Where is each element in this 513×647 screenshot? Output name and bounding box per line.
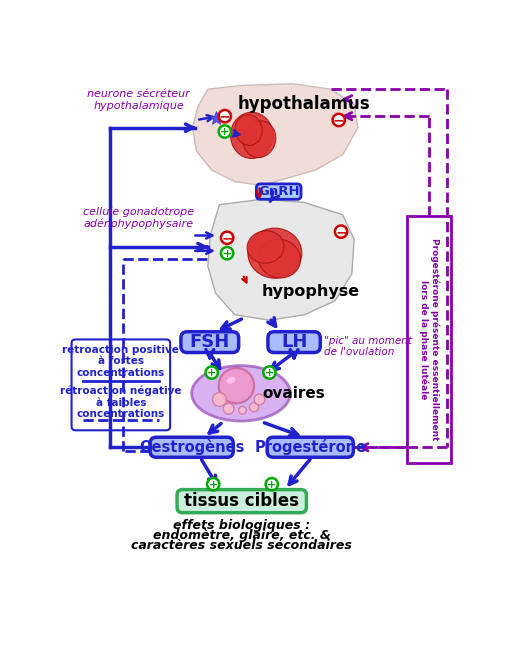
Text: rétroaction négative
à faibles
concentrations: rétroaction négative à faibles concentra…	[60, 386, 182, 419]
Ellipse shape	[243, 121, 276, 158]
Circle shape	[332, 114, 345, 126]
FancyBboxPatch shape	[72, 340, 170, 430]
Circle shape	[212, 393, 226, 406]
FancyBboxPatch shape	[268, 332, 320, 353]
Circle shape	[263, 366, 275, 378]
FancyBboxPatch shape	[150, 437, 233, 457]
Text: +: +	[265, 368, 274, 378]
Text: tissus cibles: tissus cibles	[184, 492, 299, 510]
Text: +: +	[220, 127, 229, 137]
Polygon shape	[192, 84, 358, 186]
Text: rétroaction positive
à fortes
concentrations: rétroaction positive à fortes concentrat…	[63, 344, 179, 378]
Circle shape	[219, 110, 231, 122]
Circle shape	[223, 403, 234, 414]
Circle shape	[221, 232, 233, 244]
Circle shape	[221, 247, 233, 259]
Ellipse shape	[259, 239, 301, 278]
Text: Oestrogènes: Oestrogènes	[139, 439, 244, 455]
Ellipse shape	[227, 377, 235, 384]
FancyBboxPatch shape	[267, 437, 353, 457]
Text: +: +	[223, 248, 232, 259]
Ellipse shape	[247, 231, 284, 263]
Ellipse shape	[230, 113, 273, 159]
Circle shape	[219, 368, 254, 403]
FancyBboxPatch shape	[256, 184, 301, 199]
Text: Progestérone présente essentiellement
lors de la phase lutéale: Progestérone présente essentiellement lo…	[419, 238, 439, 441]
Text: Progestérone: Progestérone	[254, 439, 366, 455]
Text: +: +	[267, 479, 277, 490]
Circle shape	[219, 126, 231, 138]
FancyBboxPatch shape	[406, 216, 451, 463]
Circle shape	[254, 394, 265, 405]
Polygon shape	[208, 199, 354, 320]
Text: endomètre, glaire, etc. &: endomètre, glaire, etc. &	[153, 529, 330, 542]
Text: "pic" au moment
de l'ovulation: "pic" au moment de l'ovulation	[324, 336, 412, 357]
Text: effets biologiques :: effets biologiques :	[173, 519, 310, 532]
Text: FSH: FSH	[190, 333, 230, 351]
FancyBboxPatch shape	[177, 490, 306, 512]
Text: LH: LH	[281, 333, 307, 351]
Circle shape	[249, 402, 259, 412]
Text: hypophyse: hypophyse	[261, 284, 359, 299]
Text: hypothalamus: hypothalamus	[238, 94, 370, 113]
Ellipse shape	[192, 366, 290, 421]
Text: caractères sexuels secondaires: caractères sexuels secondaires	[131, 539, 352, 552]
Text: GnRH: GnRH	[258, 185, 300, 198]
Text: −: −	[333, 113, 345, 127]
Text: ovaires: ovaires	[263, 386, 325, 401]
Ellipse shape	[248, 228, 302, 278]
Circle shape	[207, 478, 220, 490]
Ellipse shape	[235, 115, 262, 146]
Text: −: −	[221, 231, 233, 245]
Circle shape	[266, 478, 278, 490]
Text: +: +	[207, 368, 216, 378]
Circle shape	[206, 366, 218, 378]
FancyBboxPatch shape	[181, 332, 239, 353]
Text: neurone sécréteur
hypothalamique: neurone sécréteur hypothalamique	[87, 89, 190, 111]
Text: +: +	[209, 479, 218, 490]
Text: cellule gonadotrope
adénohypophysaire: cellule gonadotrope adénohypophysaire	[83, 207, 194, 229]
Text: −: −	[336, 225, 347, 239]
Circle shape	[239, 406, 246, 414]
Circle shape	[335, 226, 347, 238]
Text: −: −	[219, 109, 231, 124]
